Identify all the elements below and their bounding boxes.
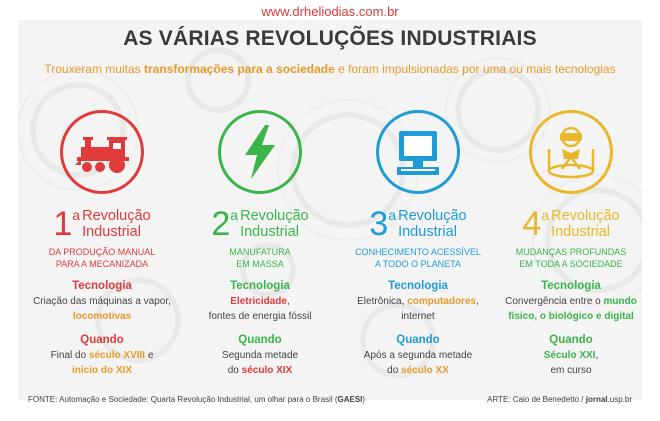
- technology-text: Criação das máquinas a vapor, locomotiva…: [33, 296, 171, 322]
- revolution-2-heading: 2 a Revolução Industrial: [185, 205, 335, 243]
- industrial-word: Industrial: [240, 224, 299, 240]
- revolution-number: 3: [369, 205, 389, 243]
- ordinal-suffix: a: [388, 207, 397, 223]
- revolution-1-column: 1 a Revolução Industrial DA PRODUÇÃO MANU…: [27, 110, 177, 378]
- when-label: Quando: [238, 334, 282, 346]
- technology-label: Tecnologia: [541, 280, 601, 292]
- revolution-2-description: MANUFATURA EM MASSA: [229, 247, 291, 269]
- revolution-4-column: 4 a Revolução Industrial MUDANÇAS PROFUND…: [496, 110, 646, 378]
- art-credit-footer: ARTE: Caio de Benedetto / jornal.usp.br: [487, 395, 632, 404]
- subtitle-part: e foram impulsionadas por uma ou mais te…: [334, 62, 616, 76]
- virtual-reality-icon: [547, 126, 595, 179]
- industrial-word: Industrial: [82, 224, 141, 240]
- ordinal-suffix: a: [541, 207, 550, 223]
- source-footer: FONTE: Automação e Sociedade: Quarta Rev…: [28, 395, 366, 404]
- revolution-number: 1: [53, 205, 73, 243]
- when-label: Quando: [549, 334, 593, 346]
- page-title: AS VÁRIAS REVOLUÇÕES INDUSTRIAIS: [123, 27, 537, 50]
- industrial-word: Industrial: [551, 224, 610, 240]
- subtitle: Trouxeram muitas transformações para a s…: [0, 62, 660, 76]
- lightning-bolt-icon: [245, 125, 275, 179]
- when-text: Após a segunda metade do século XX: [363, 350, 473, 376]
- revolution-3-column: 3 a Revolução Industrial CONHECIMENTO ACE…: [343, 110, 493, 378]
- revolution-1-icon-circle: [60, 110, 144, 194]
- revolution-1-heading: 1 a Revolução Industrial: [27, 205, 177, 243]
- technology-label: Tecnologia: [230, 280, 290, 292]
- when-text: Final do século XVIII e início do XIX: [50, 350, 154, 376]
- site-url[interactable]: www.drheliodias.com.br: [261, 4, 399, 19]
- revolution-word: Revolução: [82, 208, 151, 224]
- when-text: Segunda metade do século XIX: [221, 350, 299, 376]
- locomotive-icon: [75, 137, 129, 173]
- ordinal-suffix: a: [72, 207, 81, 223]
- revolution-word: Revolução: [551, 208, 620, 224]
- industrial-word: Industrial: [398, 224, 457, 240]
- technology-text: Convergência entre o mundo físico, o bio…: [505, 296, 637, 322]
- technology-text: Eletricidade, fontes de energia fóssil: [208, 296, 312, 322]
- revolution-word: Revolução: [398, 208, 467, 224]
- technology-label: Tecnologia: [72, 280, 132, 292]
- revolution-4-description: MUDANÇAS PROFUNDAS EM TODA A SOCIEDADE: [515, 247, 627, 269]
- technology-text: Eletrônica, computadores, internet: [357, 296, 479, 322]
- infographic-background: [18, 20, 642, 400]
- revolution-word: Revolução: [240, 208, 309, 224]
- revolution-3-heading: 3 a Revolução Industrial: [343, 205, 493, 243]
- revolution-2-column: 2 a Revolução Industrial MANUFATURA EM MAS…: [185, 110, 335, 378]
- when-text: Século XXI, em curso: [543, 350, 599, 376]
- when-label: Quando: [396, 334, 440, 346]
- revolution-4-heading: 4 a Revolução Industrial: [496, 205, 646, 243]
- revolution-number: 2: [211, 205, 231, 243]
- subtitle-part: Trouxeram muitas: [44, 62, 144, 76]
- revolution-3-icon-circle: [376, 110, 460, 194]
- revolution-number: 4: [522, 205, 542, 243]
- when-label: Quando: [80, 334, 124, 346]
- revolution-4-icon-circle: [529, 110, 613, 194]
- revolution-2-icon-circle: [218, 110, 302, 194]
- ordinal-suffix: a: [230, 207, 239, 223]
- revolution-1-description: DA PRODUÇÃO MANUAL PARA A MECANIZADA: [48, 247, 156, 269]
- technology-label: Tecnologia: [388, 280, 448, 292]
- revolution-3-description: CONHECIMENTO ACESSÍVEL A TODO O PLANETA: [355, 247, 481, 269]
- subtitle-highlight: transformações para a sociedade: [144, 62, 335, 76]
- computer-icon: [397, 131, 439, 175]
